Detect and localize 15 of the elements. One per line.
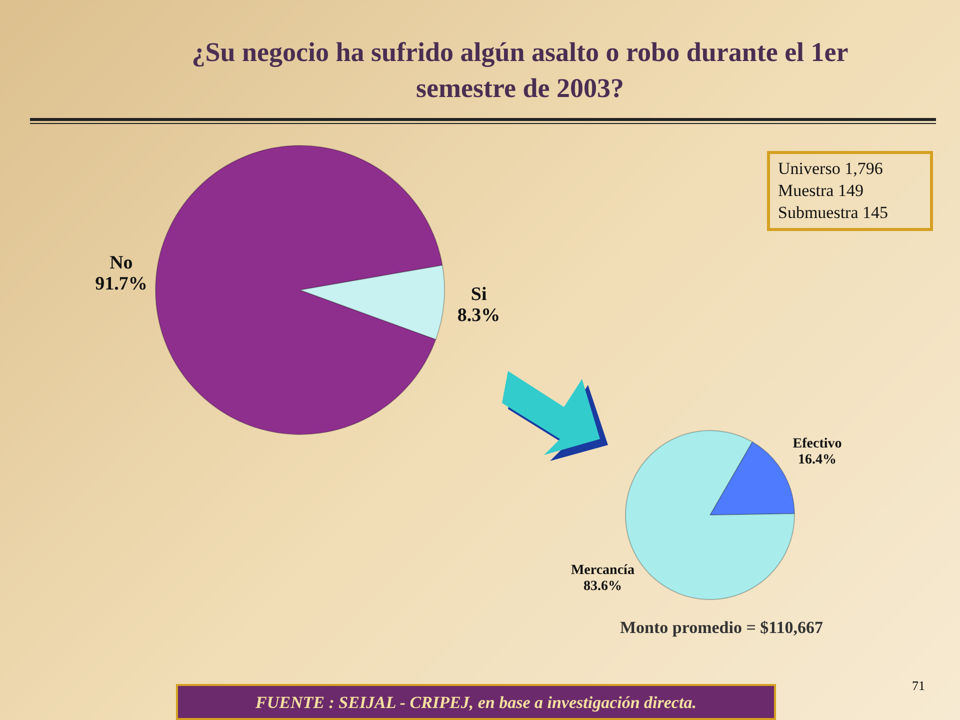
slice-label: Mercancía [570,562,634,578]
text: Universo 1,796 [778,158,884,180]
slice-label: Efectivo [792,436,842,452]
data-label: 83.6% [583,578,622,594]
text: 71 [912,678,925,694]
data-label: 8.3% [457,305,500,326]
text: Submuestra 145 [778,202,890,224]
data-label: 16.4% [798,452,837,468]
chart-title: ¿Su negocio ha sufrido algún asalto o robo durante el 1er semestre de 2003? [190,36,850,105]
slice-label: Si [470,284,487,306]
text: Monto promedio = $110,667 [620,618,823,638]
source-note: FUENTE : SEIJAL - CRIPEJ, en base a investigación directa. [176,684,776,720]
text: Muestra 149 [778,180,864,202]
data-label: 91.7% [95,274,148,295]
slice-label: No [110,252,133,274]
